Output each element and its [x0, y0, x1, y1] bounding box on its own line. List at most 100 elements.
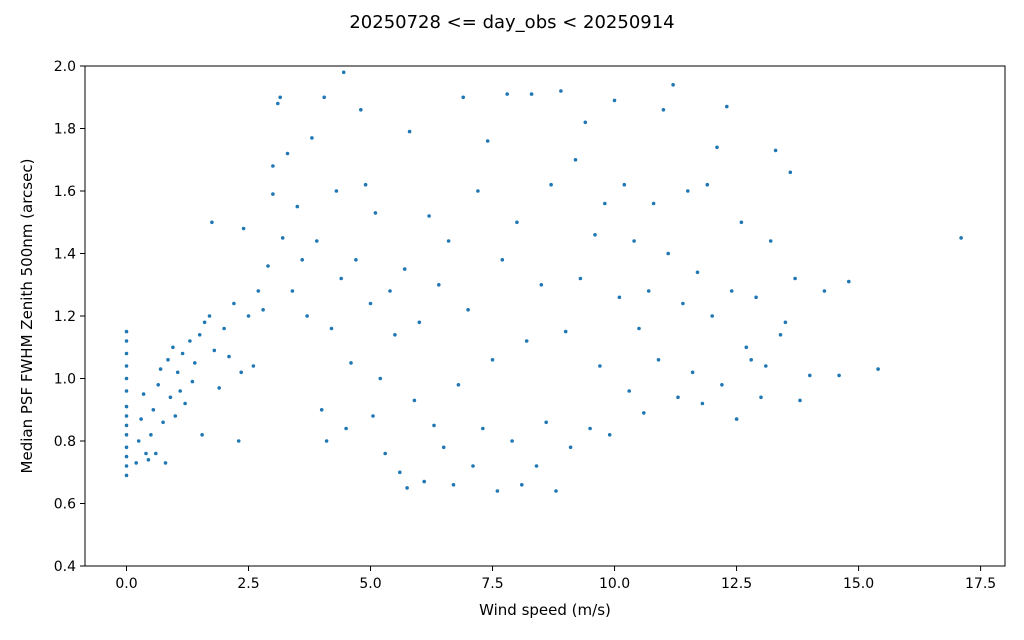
scatter-point: [627, 389, 631, 393]
chart-title: 20250728 <= day_obs < 20250914: [349, 12, 674, 33]
y-tick-label: 1.0: [54, 372, 76, 388]
scatter-point: [285, 151, 290, 156]
scatter-point: [371, 414, 375, 418]
scatter-point: [632, 239, 636, 243]
scatter-point: [295, 204, 300, 209]
scatter-point: [476, 189, 480, 193]
scatter-point: [520, 483, 524, 487]
scatter-point: [222, 326, 226, 331]
scatter-point: [124, 464, 129, 468]
scatter-point: [124, 329, 129, 334]
scatter-point: [305, 314, 309, 318]
scatter-point: [139, 417, 143, 421]
scatter-point: [173, 414, 178, 418]
scatter-point: [344, 426, 348, 431]
scatter-point: [178, 389, 182, 393]
y-tick-label: 0.8: [54, 434, 76, 450]
scatter-point: [524, 339, 529, 343]
scatter-point: [554, 489, 558, 493]
scatter-point: [175, 370, 180, 375]
scatter-point: [534, 464, 539, 468]
scatter-point: [412, 398, 417, 403]
scatter-point: [271, 164, 275, 168]
scatter-point: [246, 314, 251, 318]
scatter-point: [437, 283, 441, 287]
scatter-point: [217, 386, 221, 390]
scatter-point: [168, 395, 173, 400]
scatter-point: [359, 108, 363, 112]
scatter-point: [637, 326, 641, 331]
scatter-point: [749, 358, 753, 362]
x-tick-label: 17.5: [965, 576, 996, 592]
scatter-point: [485, 139, 490, 143]
scatter-point: [505, 92, 510, 96]
scatter-point: [808, 373, 812, 378]
scatter-point: [266, 264, 270, 268]
scatter-point: [278, 95, 283, 100]
scatter-point: [239, 370, 243, 375]
scatter-point: [573, 158, 578, 162]
scatter-point: [500, 258, 505, 262]
scatter-point: [773, 148, 778, 153]
scatter-point: [593, 233, 597, 237]
scatter-point: [271, 192, 275, 196]
scatter-point: [154, 451, 158, 456]
scatter-point: [393, 333, 397, 337]
scatter-point: [622, 182, 627, 187]
scatter-point: [539, 283, 544, 287]
scatter-point: [710, 314, 714, 318]
scatter-point: [471, 464, 475, 468]
y-tick-label: 1.6: [54, 184, 76, 200]
scatter-point: [183, 401, 187, 406]
scatter-point: [666, 251, 670, 256]
scatter-point: [368, 301, 373, 306]
x-axis-ticks: 0.0 2.5 5.0 7.5 10.0 12.5 15.0 17.5: [115, 566, 996, 592]
scatter-point: [339, 276, 344, 281]
scatter-point: [124, 389, 129, 393]
scatter-point: [290, 289, 295, 293]
scatter-point: [847, 279, 851, 284]
scatter-point: [163, 461, 168, 465]
scatter-point: [768, 239, 773, 243]
scatter-point: [612, 98, 617, 103]
scatter-point: [124, 339, 129, 343]
scatter-point: [256, 289, 261, 293]
scatter-point: [193, 361, 197, 365]
scatter-point: [959, 236, 963, 240]
scatter-point: [310, 136, 314, 140]
scatter-point: [151, 408, 156, 412]
scatter-point: [171, 345, 175, 350]
scatter-point: [322, 95, 327, 100]
scatter-point: [510, 439, 514, 443]
scatter-point: [124, 433, 129, 437]
scatter-point: [490, 358, 495, 362]
scatter-point: [563, 329, 568, 334]
scatter-point: [324, 439, 329, 443]
plot-frame: [84, 65, 1006, 567]
scatter-point: [456, 383, 461, 387]
scatter-point: [136, 439, 141, 443]
scatter-point: [188, 339, 192, 343]
scatter-point: [276, 101, 280, 106]
x-tick-label: 0.0: [115, 576, 137, 592]
scatter-point: [700, 401, 705, 406]
scatter-point: [588, 426, 592, 431]
scatter-point: [197, 333, 202, 337]
scatter-point: [319, 408, 324, 412]
scatter-point: [373, 211, 378, 215]
scatter-point: [661, 108, 666, 112]
scatter-point: [261, 308, 265, 312]
scatter-point: [422, 479, 427, 484]
scatter-point: [515, 220, 519, 225]
scatter-point: [783, 320, 788, 325]
scatter-point: [341, 70, 346, 75]
scatter-point: [686, 189, 690, 193]
x-tick-label: 2.5: [237, 576, 259, 592]
x-tick-label: 10.0: [599, 576, 630, 592]
scatter-point: [495, 489, 500, 493]
scatter-point: [315, 239, 319, 243]
scatter-point: [407, 129, 412, 134]
scatter-point: [764, 364, 768, 368]
scatter-point: [583, 120, 588, 125]
scatter-point: [876, 367, 880, 371]
